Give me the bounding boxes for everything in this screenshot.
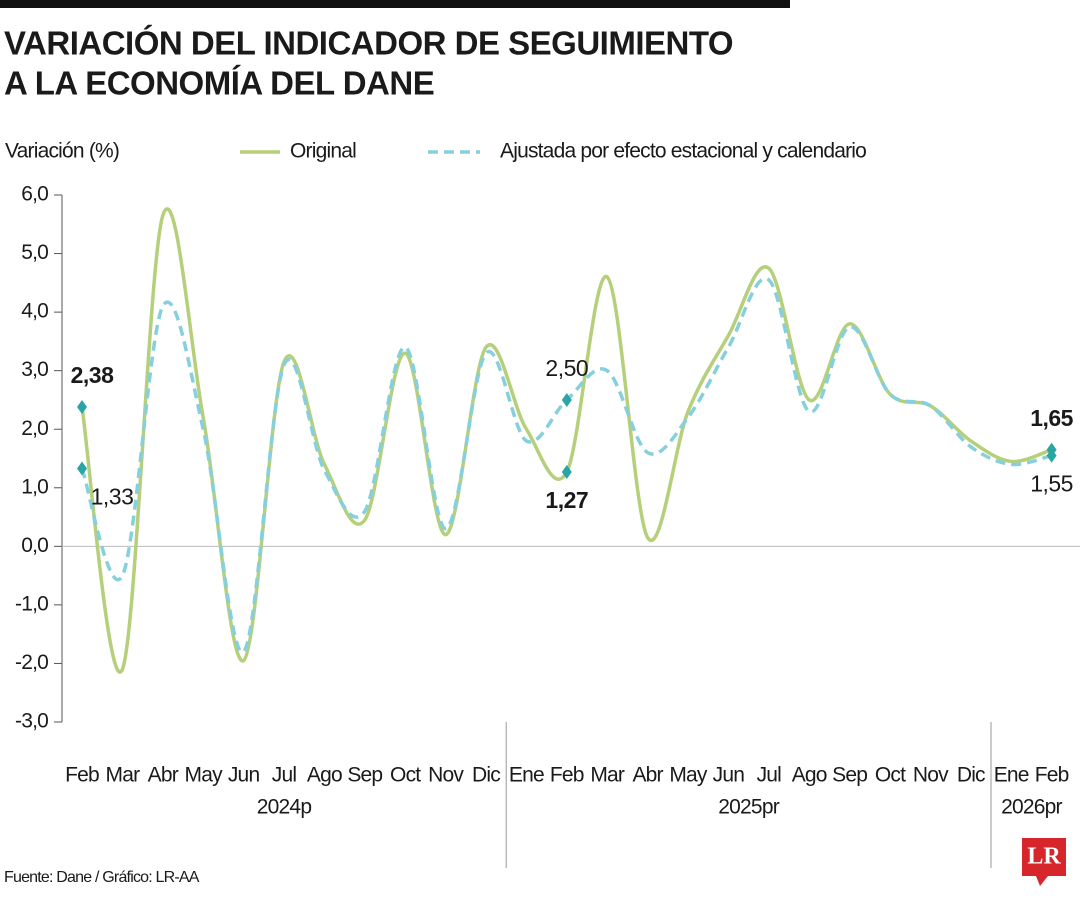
- x-group-label: 2026pr: [1001, 796, 1062, 819]
- x-tick-label: Nov: [913, 764, 949, 787]
- x-tick-label: Mar: [106, 764, 141, 787]
- y-tick-label: 5,0: [21, 241, 48, 264]
- logo-tail: [1036, 876, 1048, 886]
- y-tick-label: 2,0: [21, 417, 48, 440]
- x-tick-label: Oct: [875, 764, 906, 787]
- x-group-label: 2025pr: [718, 796, 779, 819]
- x-tick-label: Jul: [272, 764, 297, 787]
- x-tick-label: Sep: [347, 764, 382, 787]
- x-tick-label: Jun: [713, 764, 745, 787]
- x-tick-label: Abr: [632, 764, 663, 787]
- y-tick-label: 6,0: [21, 183, 48, 206]
- data-label: 2,50: [545, 355, 588, 381]
- marker: [1046, 448, 1057, 463]
- x-tick-label: May: [185, 764, 224, 787]
- x-tick-label: Dic: [957, 764, 985, 787]
- x-tick-label: Ago: [307, 764, 342, 787]
- marker: [561, 392, 572, 407]
- y-axis-label: Variación (%): [5, 140, 119, 163]
- x-tick-label: Mar: [590, 764, 625, 787]
- x-group-label: 2024p: [257, 796, 312, 819]
- legend-label: Original: [290, 140, 356, 163]
- series-line: [80, 207, 1053, 674]
- y-tick-label: -3,0: [15, 710, 48, 733]
- x-tick-label: Jul: [757, 764, 782, 787]
- y-tick-label: -1,0: [15, 592, 48, 615]
- y-tick-label: 4,0: [21, 300, 48, 323]
- data-label: 2,38: [71, 362, 114, 388]
- x-tick-label: Jun: [228, 764, 260, 787]
- legend-label: Ajustada por efecto estacional y calenda…: [500, 140, 866, 163]
- x-tick-label: Ago: [792, 764, 827, 787]
- marker: [77, 399, 87, 414]
- logo: LR: [1027, 844, 1061, 870]
- logo-box: [1022, 838, 1066, 876]
- y-tick-label: 1,0: [21, 475, 48, 498]
- x-tick-label: Sep: [832, 764, 867, 787]
- series-line: [80, 276, 1053, 654]
- x-tick-label: May: [669, 764, 708, 787]
- x-tick-label: Feb: [1035, 764, 1069, 787]
- y-tick-label: -2,0: [15, 651, 48, 674]
- x-tick-label: Abr: [148, 764, 179, 787]
- y-tick-label: 0,0: [21, 534, 48, 557]
- x-tick-label: Nov: [428, 764, 464, 787]
- x-tick-label: Dic: [472, 764, 500, 787]
- x-tick-label: Feb: [65, 764, 99, 787]
- data-label: 1,65: [1030, 405, 1073, 431]
- data-label: 1,55: [1030, 471, 1073, 497]
- marker: [561, 464, 572, 479]
- x-tick-label: Oct: [390, 764, 421, 787]
- x-tick-label: Feb: [550, 764, 584, 787]
- data-label: 1,33: [91, 484, 134, 510]
- x-tick-label: Ene: [994, 764, 1029, 787]
- x-tick-label: Ene: [509, 764, 544, 787]
- chart-title: A LA ECONOMÍA DEL DANE: [4, 65, 434, 102]
- y-tick-label: 3,0: [21, 358, 48, 381]
- top-bar: [0, 0, 790, 8]
- marker: [77, 461, 87, 476]
- source: Fuente: Dane / Gráfico: LR-AA: [4, 869, 200, 886]
- chart-title: VARIACIÓN DEL INDICADOR DE SEGUIMIENTO: [4, 25, 733, 62]
- data-label: 1,27: [545, 487, 588, 513]
